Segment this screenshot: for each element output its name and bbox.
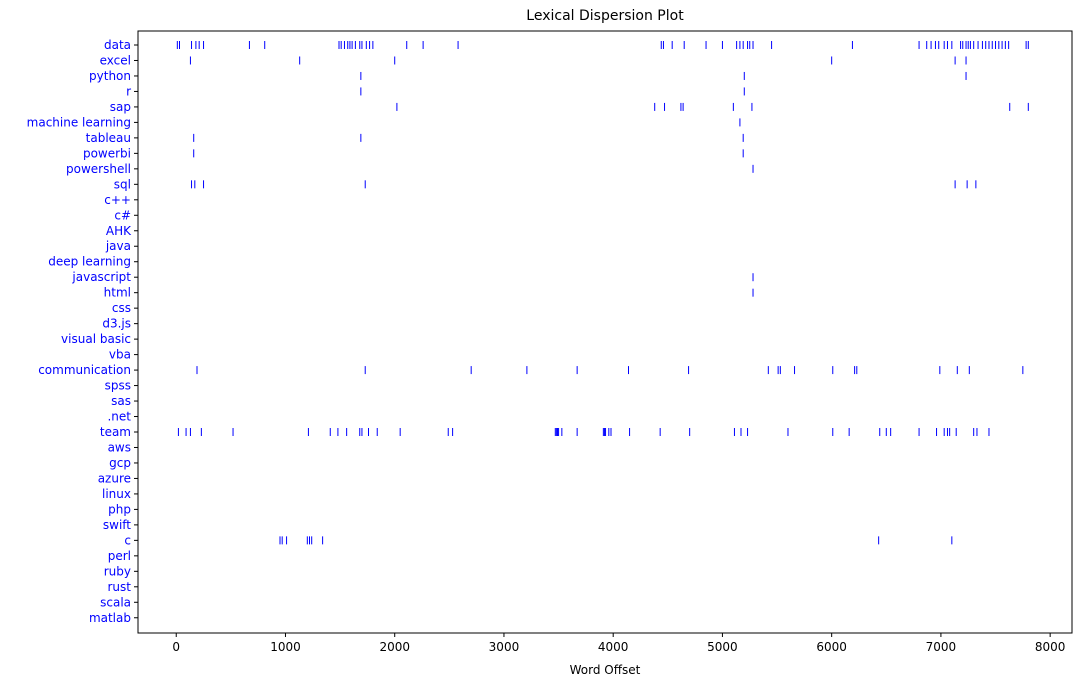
x-axis-label: Word Offset bbox=[570, 663, 641, 677]
x-tick-label: 4000 bbox=[598, 640, 629, 654]
y-tick-label: .net bbox=[107, 410, 131, 424]
y-tick-label: AHK bbox=[106, 224, 132, 238]
chart-title: Lexical Dispersion Plot bbox=[526, 8, 684, 24]
dispersion-marks bbox=[176, 41, 1029, 545]
y-tick-label: gcp bbox=[109, 456, 131, 470]
x-tick-label: 0 bbox=[172, 640, 180, 654]
y-tick-label: r bbox=[126, 84, 131, 98]
x-tick-label: 3000 bbox=[489, 640, 520, 654]
y-tick-label: scala bbox=[100, 595, 131, 609]
y-tick-label: php bbox=[108, 502, 131, 516]
y-tick-label: azure bbox=[98, 471, 131, 485]
y-tick-label: d3.js bbox=[102, 317, 131, 331]
y-tick-label: spss bbox=[105, 379, 131, 393]
y-tick-label: python bbox=[89, 69, 131, 83]
x-tick-label: 6000 bbox=[816, 640, 847, 654]
x-tick-label: 7000 bbox=[926, 640, 957, 654]
y-tick-label: powerbi bbox=[83, 146, 131, 160]
y-tick-label: machine learning bbox=[27, 115, 131, 129]
y-tick-label: linux bbox=[102, 487, 131, 501]
y-tick-label: aws bbox=[108, 440, 131, 454]
y-tick-label: java bbox=[105, 239, 131, 253]
plot-border bbox=[137, 30, 1073, 634]
x-axis: 0 1000 2000 3000 4000 5000 6000 7000 8000 bbox=[172, 633, 1065, 654]
y-tick-label: ruby bbox=[104, 564, 131, 578]
y-tick-label: powershell bbox=[66, 162, 131, 176]
y-tick-label: matlab bbox=[89, 611, 131, 625]
y-tick-label: c++ bbox=[104, 193, 131, 207]
y-tick-label: c bbox=[124, 533, 131, 547]
y-tick-label: sas bbox=[111, 394, 131, 408]
x-tick-label: 1000 bbox=[270, 640, 301, 654]
y-tick-label: data bbox=[104, 38, 131, 52]
y-tick-label: javascript bbox=[71, 270, 131, 284]
y-tick-label: team bbox=[100, 425, 131, 439]
plot-frame bbox=[137, 30, 1073, 634]
y-tick-label: c# bbox=[114, 208, 131, 222]
y-tick-label: sap bbox=[110, 100, 131, 114]
y-tick-label: perl bbox=[108, 549, 131, 563]
x-tick-label: 2000 bbox=[379, 640, 410, 654]
y-tick-label: html bbox=[104, 286, 131, 300]
y-tick-label: vba bbox=[109, 348, 131, 362]
y-tick-label: swift bbox=[103, 518, 131, 532]
y-tick-label: css bbox=[112, 301, 131, 315]
y-tick-label: rust bbox=[108, 580, 132, 594]
y-tick-label: visual basic bbox=[61, 332, 131, 346]
y-tick-label: tableau bbox=[86, 131, 131, 145]
x-tick-label: 8000 bbox=[1035, 640, 1066, 654]
y-tick-label: excel bbox=[100, 53, 131, 67]
y-tick-label: sql bbox=[114, 177, 131, 191]
x-tick-label: 5000 bbox=[707, 640, 738, 654]
y-tick-label: deep learning bbox=[48, 255, 131, 269]
y-tick-label: communication bbox=[38, 363, 131, 377]
